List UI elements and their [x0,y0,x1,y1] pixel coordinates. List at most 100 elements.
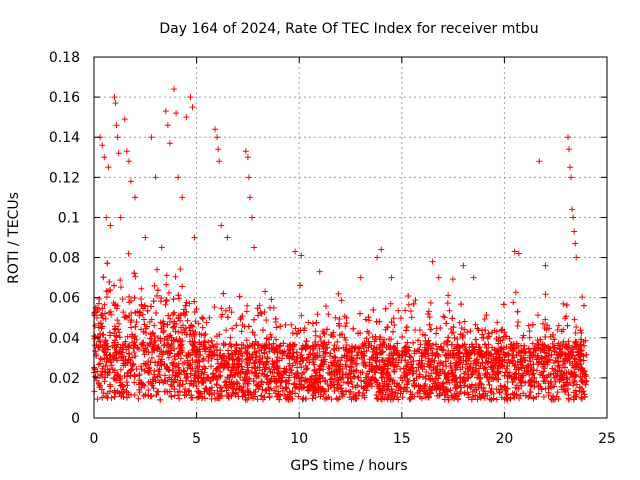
data-point [165,366,172,373]
data-point [534,312,541,319]
data-point [418,350,425,357]
data-point [578,364,585,371]
data-point [136,309,143,316]
data-point [131,349,138,356]
data-point [498,327,505,334]
data-point [151,333,158,340]
data-point [110,352,117,359]
data-point [512,370,519,377]
data-point [168,341,175,348]
data-point [451,334,458,341]
data-point [235,351,242,358]
data-point [536,158,543,165]
data-point [378,396,385,403]
data-point [449,276,456,283]
data-point [410,339,417,346]
data-point [397,374,404,381]
data-point [572,373,579,380]
data-point [388,336,395,343]
data-point [193,383,200,390]
data-point [368,376,375,383]
data-point [380,386,387,393]
data-point [291,390,298,397]
data-point [258,346,265,353]
data-point [206,314,213,321]
data-point [146,318,153,325]
data-point [469,388,476,395]
data-point [259,386,266,393]
data-point [410,358,417,365]
data-point [303,366,310,373]
data-point [431,357,438,364]
data-point [261,394,268,401]
data-point [461,326,468,333]
data-point [324,344,331,351]
data-point [394,340,401,347]
data-point [479,331,486,338]
data-point [417,383,424,390]
data-point [123,148,130,155]
data-point [378,367,385,374]
data-point [391,368,398,375]
data-point [515,319,522,326]
data-point [245,174,252,181]
data-point [249,340,256,347]
data-point [220,365,227,372]
data-point [95,324,102,331]
data-point [244,343,251,350]
data-point [316,372,323,379]
data-point [211,349,218,356]
data-point [537,336,544,343]
data-point [292,248,299,255]
data-point [441,340,448,347]
data-point [264,355,271,362]
data-point [168,392,175,399]
data-point [288,321,295,328]
data-point [174,388,181,395]
data-point [572,364,579,371]
data-point [163,333,170,340]
data-point [176,395,183,402]
data-point [328,332,335,339]
data-point [504,359,511,366]
data-point [168,383,175,390]
data-point [457,379,464,386]
data-point [541,325,548,332]
data-point [576,384,583,391]
data-point [474,396,481,403]
data-point [481,341,488,348]
data-point [111,337,118,344]
data-point [95,361,102,368]
data-point [514,308,521,315]
data-point [221,352,228,359]
data-point [541,343,548,350]
data-point [132,309,139,316]
data-point [497,337,504,344]
data-point [172,273,179,280]
data-point [353,355,360,362]
data-point [92,322,99,329]
data-point [391,322,398,329]
data-point [538,386,545,393]
axis-ticks [93,56,608,419]
data-point [289,330,296,337]
data-point [261,349,268,356]
data-point [255,358,262,365]
data-point [345,378,352,385]
data-point [299,356,306,363]
data-point [582,337,589,344]
data-point [246,194,253,201]
data-point [488,389,495,396]
data-point [512,289,519,296]
data-point [415,337,422,344]
data-point [563,369,570,376]
data-point [469,370,476,377]
data-point [465,391,472,398]
data-point [402,343,409,350]
data-point [170,337,177,344]
data-point [433,386,440,393]
data-point [312,328,319,335]
data-point [142,391,149,398]
data-point [166,388,173,395]
data-point [157,335,164,342]
